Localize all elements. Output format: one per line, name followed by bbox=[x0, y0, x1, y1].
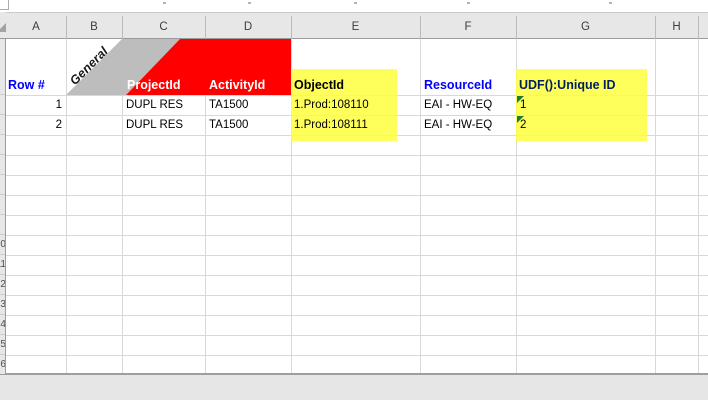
cell-resourceid-row1[interactable]: EAI - HW-EQ bbox=[424, 99, 493, 111]
column-header-f[interactable]: F bbox=[464, 21, 472, 33]
top-strip bbox=[0, 0, 708, 12]
column-header-a[interactable]: A bbox=[32, 21, 40, 33]
header-cell-projectid[interactable]: ProjectId bbox=[127, 78, 181, 92]
select-all-corner[interactable] bbox=[0, 12, 6, 39]
row-header-stripes bbox=[0, 95, 5, 374]
row-header-strip[interactable]: 10 11 12 13 14 15 16 bbox=[0, 39, 6, 374]
top-strip-dot bbox=[354, 2, 357, 4]
column-divider bbox=[655, 16, 656, 39]
row-number[interactable]: 13 bbox=[0, 299, 6, 310]
cell-activityid-row2[interactable]: TA1500 bbox=[209, 119, 249, 131]
cell-projectid-row1[interactable]: DUPL RES bbox=[126, 99, 184, 111]
cell-objectid-row1[interactable]: 1.Prod:108110 bbox=[294, 99, 369, 111]
cell-objectid-row2[interactable]: 1.Prod:108111 bbox=[294, 119, 368, 131]
udf-highlight bbox=[516, 69, 647, 141]
top-strip-dot bbox=[163, 2, 166, 4]
column-divider bbox=[420, 16, 421, 39]
cell-udf-row1[interactable]: 1 bbox=[520, 99, 527, 111]
cell-resourceid-row2[interactable]: EAI - HW-EQ bbox=[424, 119, 493, 131]
column-header-c[interactable]: C bbox=[159, 21, 168, 33]
top-strip-dot bbox=[467, 2, 470, 4]
sheet-grid[interactable]: General Row # ProjectId ActivityId Objec… bbox=[6, 39, 708, 374]
cell-a-row1[interactable]: 1 bbox=[55, 99, 62, 111]
top-strip-dot bbox=[609, 2, 612, 4]
cell-activityid-row1[interactable]: TA1500 bbox=[209, 99, 249, 111]
row-number[interactable]: 12 bbox=[0, 279, 6, 290]
row-number[interactable]: 14 bbox=[0, 319, 6, 330]
column-header-d[interactable]: D bbox=[243, 21, 253, 33]
column-divider bbox=[66, 16, 67, 39]
top-strip-dot bbox=[248, 2, 251, 4]
error-indicator-icon bbox=[517, 116, 524, 123]
column-header-e[interactable]: E bbox=[351, 21, 360, 33]
sheet-tab-bar: ResourceAssignment + bbox=[0, 374, 708, 400]
select-all-icon bbox=[0, 23, 6, 32]
column-header-h[interactable]: H bbox=[672, 21, 681, 33]
row-number[interactable]: 10 bbox=[0, 239, 6, 250]
row-number[interactable]: 15 bbox=[0, 339, 6, 350]
name-box-fragment bbox=[0, 0, 9, 10]
header-cell-activityid[interactable]: ActivityId bbox=[209, 78, 266, 92]
row-number[interactable]: 16 bbox=[0, 359, 6, 370]
header-cell-row-number[interactable]: Row # bbox=[8, 78, 45, 92]
objectid-highlight bbox=[291, 69, 397, 141]
gridlines bbox=[6, 96, 708, 373]
column-header-g[interactable]: G bbox=[581, 21, 590, 33]
cell-projectid-row2[interactable]: DUPL RES bbox=[126, 119, 184, 131]
column-divider bbox=[291, 16, 292, 39]
column-divider bbox=[122, 16, 123, 39]
row-number[interactable]: 11 bbox=[0, 259, 6, 270]
column-header-b[interactable]: B bbox=[90, 21, 98, 33]
column-divider bbox=[205, 16, 206, 39]
cell-a-row2[interactable]: 2 bbox=[55, 119, 62, 131]
row-header-cell bbox=[0, 39, 5, 95]
header-cell-objectid[interactable]: ObjectId bbox=[294, 78, 345, 92]
column-header-strip: A B C D E F G H bbox=[6, 12, 708, 39]
header-cell-udf[interactable]: UDF():Unique ID bbox=[519, 78, 616, 92]
column-divider bbox=[698, 16, 699, 39]
column-divider bbox=[516, 16, 517, 39]
header-cell-resourceid[interactable]: ResourceId bbox=[424, 78, 493, 92]
cell-udf-row2[interactable]: 2 bbox=[520, 119, 527, 131]
error-indicator-icon bbox=[517, 96, 524, 103]
